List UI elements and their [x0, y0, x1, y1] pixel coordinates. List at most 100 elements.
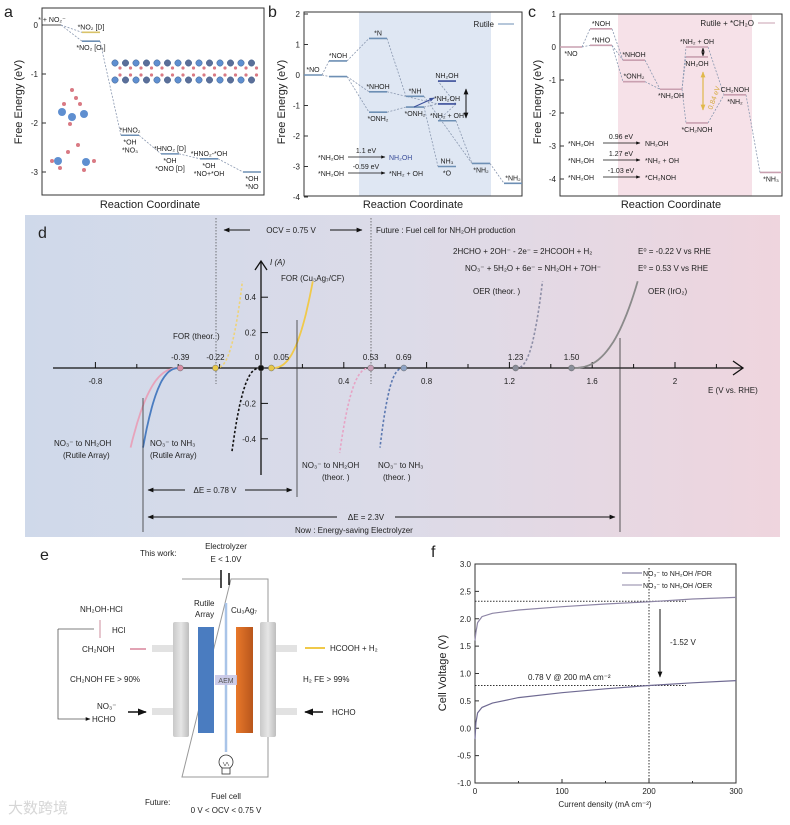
o-atom	[58, 166, 62, 170]
connector-line	[581, 28, 591, 48]
y-tick-label: 3.0	[460, 560, 472, 569]
y-tick-label: -3	[549, 142, 557, 151]
panel-label-e: e	[40, 547, 49, 564]
y-tick-label: 2.0	[460, 615, 472, 624]
connector-line	[745, 94, 761, 173]
ch2noh-fe-label: CH₂NOH FE > 90%	[70, 675, 140, 684]
pointer-arrow	[413, 97, 435, 108]
onset-marker	[400, 364, 408, 372]
connector-line	[437, 103, 457, 122]
x-tick-label: 100	[555, 787, 569, 796]
level-label: *NO	[306, 67, 320, 74]
o-atom	[139, 66, 143, 70]
level-label: *NO	[564, 51, 578, 58]
curve-for-cu-ag-cf-	[271, 281, 314, 369]
onset-label: -0.22	[206, 353, 225, 362]
connector-line	[644, 81, 661, 90]
hcho-right-label: HCHO	[332, 708, 356, 717]
ti-atom	[195, 59, 203, 67]
equation-2-potential: E⁰ = 0.53 V vs RHE	[638, 264, 708, 273]
y-tick-label: -1	[293, 102, 301, 111]
y-tick-label: -1	[549, 76, 557, 85]
onset-marker	[212, 364, 219, 372]
level-label: *N	[374, 30, 382, 37]
equation-1-potential: E⁰ = -0.22 V vs RHE	[638, 247, 711, 256]
annotation-from: *NH₂OH	[568, 141, 594, 148]
o-atom	[244, 73, 248, 77]
onset-label: 1.23	[508, 353, 524, 362]
ch2noh-label: CH₂NOH	[82, 645, 115, 654]
ti-atom	[80, 110, 88, 118]
level-label: *NO+*OH	[194, 171, 225, 178]
y-tick-label: 0	[296, 71, 301, 80]
label-nh2oh-theor-sub: (theor. )	[322, 473, 350, 482]
o-atom	[70, 88, 74, 92]
annotation-energy: -1.03 eV	[608, 168, 635, 175]
rutile-label-2: Array	[195, 610, 214, 619]
rutile-label: Rutile	[194, 599, 215, 608]
pipe-outlet-left	[152, 645, 173, 652]
o-atom	[254, 66, 259, 70]
y-tick-label: -1.0	[457, 779, 471, 788]
level-label: *ONH₂	[368, 116, 389, 123]
annotation-from: *NH₂OH	[568, 158, 594, 165]
level-label: *NH₃	[763, 176, 779, 183]
delta-e-078: ΔE = 0.78 V	[194, 486, 238, 495]
legend-label: Rutile + *CH₂O	[700, 19, 754, 28]
x-tick-label: -0.8	[89, 377, 103, 386]
reference-lines	[475, 568, 686, 783]
y-axis-label: Free Energy (eV)	[13, 60, 25, 144]
connector-line	[60, 24, 83, 33]
level-label: *ONH₂	[405, 111, 426, 118]
aem-label-bg	[215, 675, 237, 685]
ti-atom	[132, 59, 140, 67]
o-atom	[76, 143, 80, 147]
annotation-from: *NH₂OH	[318, 155, 344, 162]
y-tick-label: -0.2	[242, 399, 256, 408]
onset-label: -0.39	[171, 353, 190, 362]
level-label: *NH₂	[473, 167, 489, 174]
rutile-array-electrode	[198, 627, 214, 733]
level-label: *OH	[123, 139, 136, 146]
o-atom	[223, 66, 227, 70]
level-label: *OH	[163, 158, 176, 165]
level-label: *NH₂	[727, 99, 743, 106]
end-plate-left	[173, 622, 189, 737]
connector-line	[99, 41, 122, 136]
label-nh3-rutile-sub: (Rutile Array)	[150, 451, 197, 460]
legend-label: Rutile	[474, 20, 495, 29]
ti-atom	[206, 59, 213, 67]
now-label: Now : Energy-saving Electrolyzer	[295, 526, 413, 535]
level-label: *NH₂OH	[434, 96, 460, 103]
curve-no-to-nh-rutile-array-	[142, 367, 181, 448]
aem-label: AEM	[218, 678, 233, 685]
onset-label: 1.50	[564, 353, 580, 362]
y-tick-label: 2.5	[460, 587, 472, 596]
future-label: Future : Fuel cell for NH₂OH production	[376, 226, 516, 235]
ocv-label: OCV = 0.75 V	[266, 226, 316, 235]
panel-label-a: a	[4, 4, 13, 21]
level-label: *NH₂OH	[658, 93, 684, 100]
annotation-energy: 1.27 eV	[609, 151, 633, 158]
ti-atom	[153, 59, 161, 67]
end-plate-right	[260, 622, 276, 737]
pipe-inlet-left	[152, 708, 173, 715]
y-tick-label: 1.0	[460, 670, 472, 679]
level-label: NH₃	[441, 159, 454, 166]
ti-atom	[227, 59, 234, 67]
x-tick-label: 0.8	[421, 377, 433, 386]
curves	[474, 596, 737, 740]
h2-fe-label: H₂ FE > 99%	[303, 675, 349, 684]
connector-line	[611, 45, 624, 82]
connector-line	[423, 106, 439, 167]
panel-c: c Rutile + *CH₂O 0.84 eV *NH₂OH 0.96 eV …	[528, 4, 783, 211]
onset-label: 0	[255, 353, 260, 362]
annotation-to: NH₂OH	[389, 155, 412, 162]
curves	[129, 281, 639, 454]
level-label: CH₂NOH	[721, 87, 749, 94]
hcooh-label: HCOOH + H₂	[330, 644, 378, 653]
ti-atom	[237, 76, 245, 84]
connector-line	[681, 89, 687, 123]
ocv-range-label: 0 V < OCV < 0.75 V	[191, 806, 262, 815]
ti-atom	[143, 59, 150, 67]
